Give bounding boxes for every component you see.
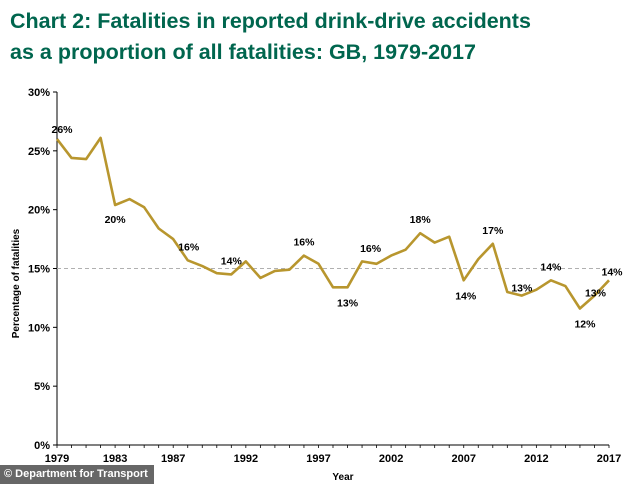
y-tick-label: 10% [28,322,50,334]
x-tick-label: 1997 [306,453,330,465]
series-line [55,136,610,310]
chart-title: Chart 2: Fatalities in reported drink-dr… [10,6,620,68]
series-group [55,136,610,310]
y-axis-title: Percentage of fatalities [11,228,22,338]
x-tick-label: 2002 [379,453,403,465]
x-tick-label: 1992 [234,453,258,465]
x-tick-label: 2007 [451,453,475,465]
data-label: 17% [482,225,504,237]
data-label: 14% [601,266,623,278]
y-tick-label: 25% [28,146,50,158]
source-credit: © Department for Transport [0,465,154,484]
data-label: 14% [455,290,477,302]
data-label: 13% [511,283,533,295]
x-axis: 1979 1983 1987 1992 1997 2002 2007 2012 2017 [45,444,621,465]
y-tick-label: 20% [28,205,50,217]
data-label: 14% [540,261,562,273]
data-label: 14% [221,255,243,267]
x-axis-title: Year [332,472,353,483]
y-tick-label: 30% [28,87,50,99]
data-label: 18% [410,214,432,226]
data-label: 16% [178,241,200,253]
x-tick-label: 1983 [103,453,127,465]
data-label: 20% [105,214,127,226]
data-labels: 26% 20% 16% 14% 16% 13% 16% 18% 14% 17% 13% 14% 12% 1… [51,124,623,330]
chart-title-line-2: as a proportion of all fatalities: GB, 1… [10,40,476,64]
data-label: 26% [51,124,73,136]
data-label: 12% [574,319,596,331]
x-tick-label: 1987 [161,453,185,465]
y-tick-label: 0% [34,440,50,452]
chart-title-line-1: Chart 2: Fatalities in reported drink-dr… [10,9,531,33]
y-tick-label: 15% [28,264,50,276]
y-axis: 0% 5% 10% 15% 20% 25% 30% [28,87,58,452]
x-tick-label: 2017 [597,453,621,465]
x-tick-label: 1979 [45,453,69,465]
data-label: 13% [337,297,359,309]
data-label: 13% [585,288,607,300]
x-tick-label: 2012 [524,453,548,465]
y-tick-label: 5% [34,381,50,393]
data-label: 16% [293,237,315,249]
data-label: 16% [360,243,382,255]
